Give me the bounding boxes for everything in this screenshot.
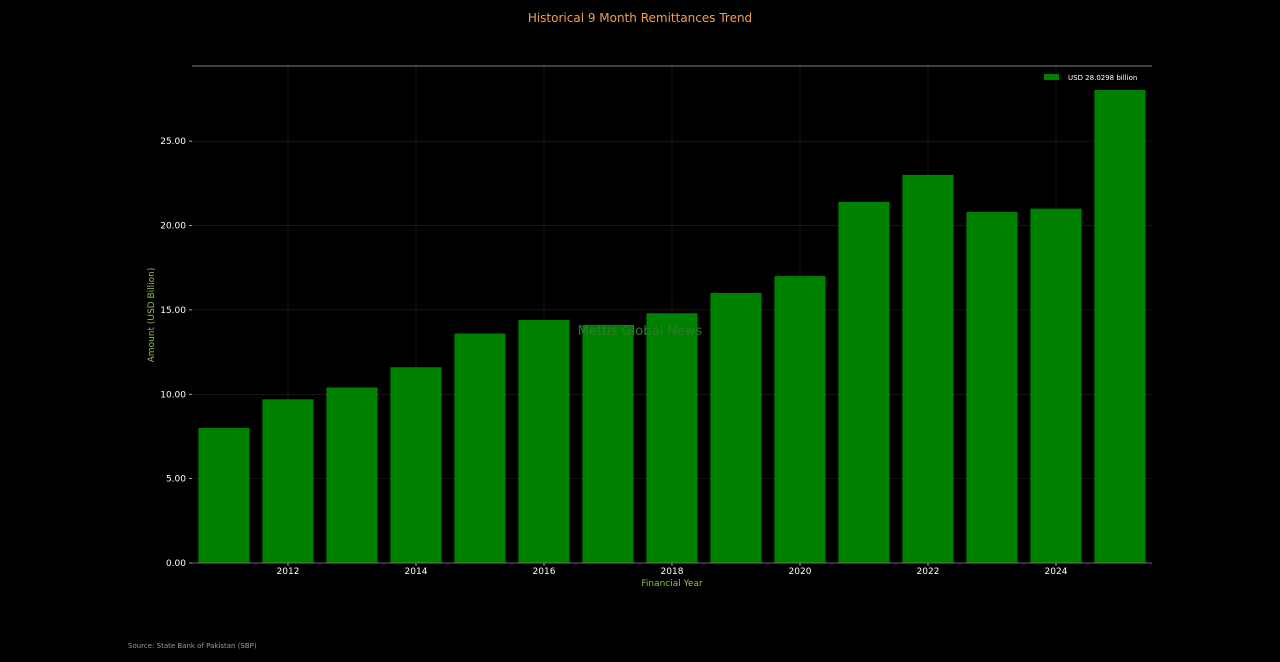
- bar-2020: [774, 276, 826, 563]
- y-tick-label: 20.00: [160, 222, 186, 232]
- x-tick-label: 2014: [405, 567, 428, 577]
- bar-2014: [390, 367, 442, 563]
- x-tick-label: 2020: [789, 567, 812, 577]
- y-tick-label: 10.00: [160, 390, 186, 400]
- bar-2016: [518, 320, 570, 563]
- y-tick-label: 25.00: [160, 137, 186, 147]
- chart-title: Historical 9 Month Remittances Trend: [528, 11, 752, 25]
- x-tick-label: 2018: [661, 567, 684, 577]
- bar-2024: [1030, 208, 1082, 564]
- legend-swatch: [1044, 74, 1059, 80]
- x-tick-label: 2022: [917, 567, 940, 577]
- bar-2013: [326, 387, 378, 563]
- y-tick-label: 0.00: [166, 559, 186, 569]
- legend-label: USD 28.0298 billion: [1068, 74, 1137, 82]
- bar-2023: [966, 212, 1018, 563]
- bar-2011: [198, 428, 250, 563]
- bar-2019: [710, 293, 762, 563]
- x-tick-label: 2016: [533, 567, 556, 577]
- axes-layer: 0.00 5.00 10.00 15.00 20.00 25.00 2012 2014 2016…: [160, 65, 1152, 577]
- bar-2018: [646, 313, 698, 563]
- source-note: Source: State Bank of Pakistan (SBP): [128, 642, 257, 650]
- x-tick-label: 2012: [277, 567, 300, 577]
- y-axis-label: Amount (USD Billion): [147, 268, 157, 363]
- bar-2022: [902, 174, 954, 563]
- x-axis-label: Financial Year: [641, 579, 703, 589]
- legend: USD 28.0298 billion: [1044, 74, 1137, 82]
- y-tick-label: 15.00: [160, 306, 186, 316]
- bar-2025: [1094, 90, 1146, 563]
- bar-2021: [838, 201, 890, 563]
- watermark-text: Mettis Global News: [578, 324, 703, 339]
- x-tick-label: 2024: [1045, 567, 1068, 577]
- bar-2015: [454, 333, 506, 563]
- y-tick-label: 5.00: [166, 475, 186, 485]
- bar-2012: [262, 399, 314, 563]
- bars-layer: [198, 90, 1146, 564]
- bar-2017: [582, 325, 634, 563]
